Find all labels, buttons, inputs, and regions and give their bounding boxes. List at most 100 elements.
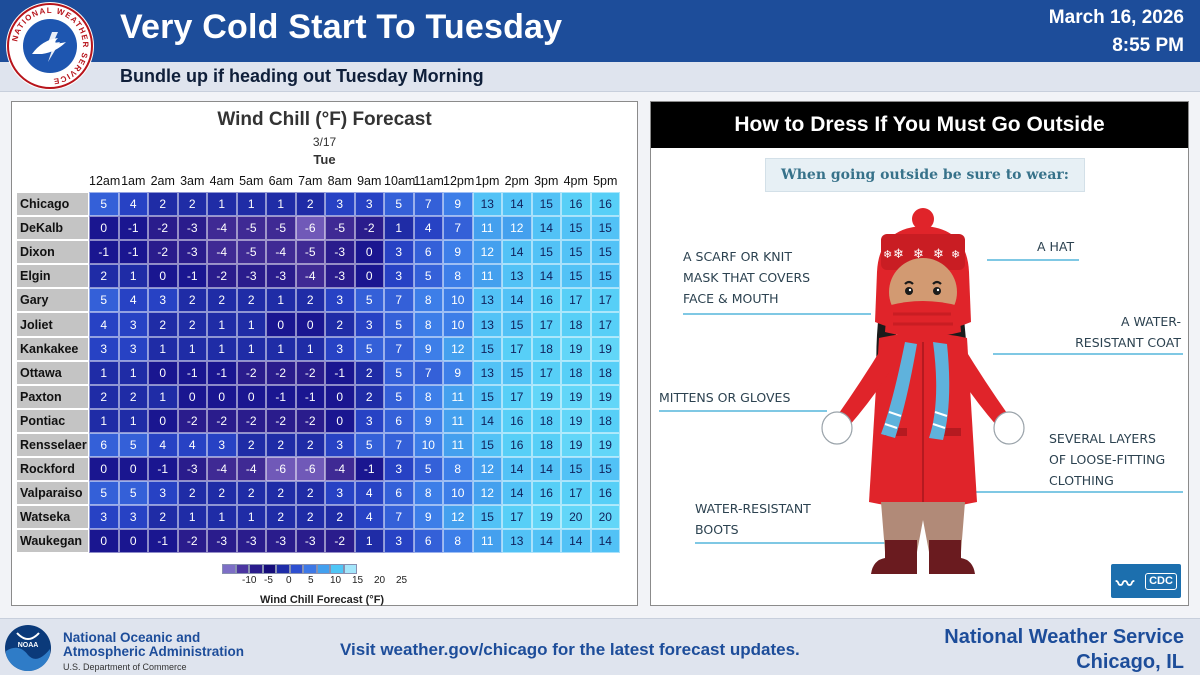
hour-label: 5am [239, 174, 264, 188]
wind-chill-cell: 17 [531, 312, 561, 337]
city-label: Paxton [16, 384, 89, 409]
wind-chill-cell: -1 [354, 457, 384, 482]
wind-chill-cell: 5 [89, 481, 119, 506]
wind-chill-cell: 20 [561, 505, 591, 530]
wind-chill-cell: -5 [236, 240, 266, 265]
wind-chill-cell: -3 [236, 264, 266, 289]
noaa-name-line: National Oceanic and [63, 630, 201, 645]
subtitle-bar: Bundle up if heading out Tuesday Morning [0, 62, 1200, 92]
wind-chill-cell: 0 [148, 360, 178, 385]
callout-layers: SEVERAL LAYERS OF LOOSE-FITTING CLOTHING [1049, 428, 1165, 491]
wind-chill-cell: 3 [118, 336, 148, 361]
callout-hat-pointer [987, 259, 1079, 261]
wind-chill-cell: -4 [295, 264, 325, 289]
wind-chill-cell: 15 [472, 505, 502, 530]
table-row: Joliet 4 3 2 2 1 1 0 0 2 3 5 8 10 13 15 17 18 17 [16, 312, 620, 337]
hour-label: 5pm [593, 174, 618, 188]
callout-hat-line: A HAT [1037, 239, 1075, 254]
wind-chill-cell: 9 [443, 360, 473, 385]
wind-chill-cell: 15 [590, 457, 620, 482]
wind-chill-cell: 4 [89, 312, 119, 337]
wind-chill-cell: -1 [118, 240, 148, 265]
wind-chill-cell: -3 [177, 216, 207, 241]
noaa-logo: NOAA [5, 625, 51, 671]
issue-time: 8:55 PM [1112, 35, 1184, 56]
legend-tick: 0 [286, 575, 292, 586]
wind-chill-cell: 0 [325, 384, 355, 409]
hour-label: 8am [327, 174, 352, 188]
callout-layers-line: OF LOOSE-FITTING [1049, 452, 1166, 467]
wind-chill-cell: 3 [354, 192, 384, 217]
wind-chill-cell: -4 [325, 457, 355, 482]
wind-chill-cell: 2 [266, 505, 296, 530]
table-row: Chicago 5 4 2 2 1 1 1 2 3 3 5 7 9 13 14 15 16 16 [16, 192, 620, 217]
hour-label: 3pm [534, 174, 559, 188]
noaa-name: National Oceanic and Atmospheric Adminis… [63, 631, 244, 659]
wind-chill-cell: 0 [89, 529, 119, 554]
wind-chill-cell: 5 [118, 432, 148, 458]
wind-chill-cell: 6 [89, 432, 119, 458]
wind-chill-cell: -1 [148, 457, 178, 482]
wind-chill-cell: -1 [118, 216, 148, 241]
wind-chill-cell: 18 [590, 360, 620, 385]
svg-text:❄: ❄ [883, 248, 892, 261]
wind-chill-cell: 0 [89, 457, 119, 482]
page-title: Very Cold Start To Tuesday [120, 8, 563, 46]
wind-chill-cell: 14 [502, 240, 532, 265]
wind-chill-cell: 1 [236, 505, 266, 530]
nws-office-name: National Weather Service [944, 626, 1184, 648]
wind-chill-cell: 12 [443, 505, 473, 530]
wind-chill-cell: 0 [118, 457, 148, 482]
callout-mittens-line: MITTENS OR GLOVES [659, 390, 791, 405]
city-label: Rockford [16, 457, 89, 482]
wind-chill-cell: 5 [384, 360, 414, 385]
table-row: Pontiac 1 1 0 -2 -2 -2 -2 -2 0 3 6 9 11 14 16 18 19 18 [16, 408, 620, 433]
legend-swatch [316, 564, 330, 574]
wind-chill-cell: 3 [148, 288, 178, 313]
wind-chill-cell: 2 [177, 481, 207, 506]
wind-chill-cell: 4 [413, 216, 443, 241]
wind-chill-cell: 18 [561, 312, 591, 337]
wind-chill-cell: 4 [354, 505, 384, 530]
wind-chill-cell: 1 [118, 264, 148, 289]
wind-chill-cell: 9 [413, 408, 443, 433]
table-row: Gary 5 4 3 2 2 2 1 2 3 5 7 8 10 13 14 16 17 17 [16, 288, 620, 313]
wind-chill-cell: 6 [384, 481, 414, 506]
wind-chill-cell: 0 [354, 264, 384, 289]
wind-chill-cell: 18 [531, 408, 561, 433]
wind-chill-cell: 18 [561, 360, 591, 385]
wind-chill-cell: 3 [118, 312, 148, 337]
wind-chill-cell: -1 [148, 529, 178, 554]
wind-chill-cell: 0 [266, 312, 296, 337]
city-label: Dixon [16, 240, 89, 265]
wind-chill-cell: 17 [502, 336, 532, 361]
wind-chill-cell: 19 [561, 432, 591, 458]
wind-chill-cell: 11 [472, 216, 502, 241]
wind-chill-cell: 1 [266, 192, 296, 217]
hour-label: 12pm [443, 174, 475, 188]
wind-chill-cell: 4 [118, 192, 148, 217]
wind-chill-cell: 15 [561, 457, 591, 482]
wind-chill-cell: 7 [384, 336, 414, 361]
wind-chill-cell: 15 [561, 240, 591, 265]
hour-label: 2am [150, 174, 175, 188]
wind-chill-cell: -2 [236, 360, 266, 385]
wind-chill-cell: 7 [384, 288, 414, 313]
wind-chill-cell: 19 [590, 384, 620, 409]
wind-chill-cell: -4 [236, 457, 266, 482]
wind-chill-cell: -2 [354, 216, 384, 241]
wind-chill-cell: 11 [443, 384, 473, 409]
wind-chill-cell: 2 [266, 481, 296, 506]
legend-swatch [276, 564, 290, 574]
wind-chill-cell: 3 [118, 505, 148, 530]
wind-chill-cell: 17 [502, 505, 532, 530]
wind-chill-cell: -6 [266, 457, 296, 482]
wind-chill-cell: -3 [266, 264, 296, 289]
wind-chill-cell: 12 [472, 457, 502, 482]
dress-panel: How to Dress If You Must Go Outside When… [650, 101, 1189, 606]
wind-chill-cell: 8 [443, 264, 473, 289]
wind-chill-cell: 4 [177, 432, 207, 458]
wind-chill-cell: 17 [531, 360, 561, 385]
hhs-eagle-icon: 〰 [1116, 574, 1134, 594]
wind-chill-cell: 5 [384, 312, 414, 337]
